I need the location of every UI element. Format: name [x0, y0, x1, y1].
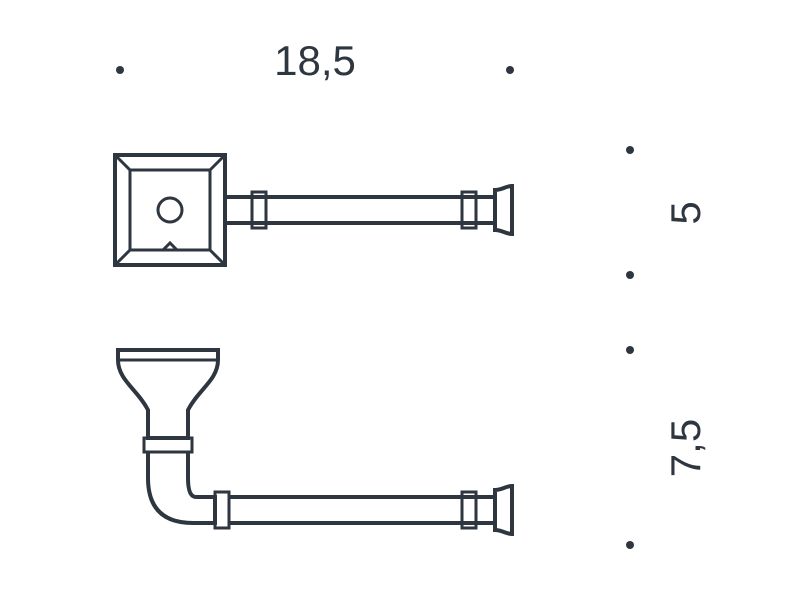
- technical-drawing: 18,5 5 7,5: [0, 0, 800, 600]
- dim-top-height-label: 5: [662, 201, 709, 224]
- dim-width-label: 18,5: [274, 37, 356, 84]
- front-view: [115, 155, 512, 265]
- side-view: [118, 350, 512, 534]
- dim-bottom-height-label: 7,5: [662, 419, 709, 477]
- dimension-dots: [116, 66, 634, 549]
